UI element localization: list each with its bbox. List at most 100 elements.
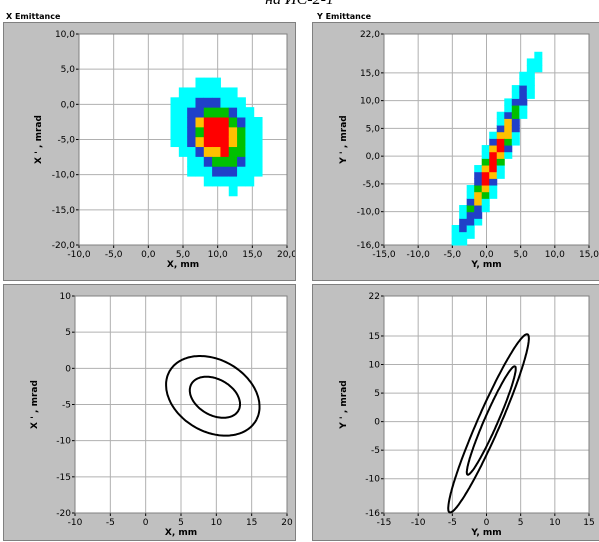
heatmap-cell (489, 171, 498, 179)
x-tick-label: 5,0 (176, 250, 191, 260)
heatmap-cell (187, 166, 196, 177)
x-emittance-title: X Emittance (6, 12, 61, 21)
heatmap-cell (481, 191, 490, 199)
heatmap-cell (237, 156, 246, 167)
heatmap-cell (203, 87, 213, 98)
heatmap-cell (459, 211, 468, 219)
heatmap-cell (228, 107, 238, 118)
heatmap-cell (459, 205, 468, 213)
y-tick-label: 10 (369, 361, 381, 371)
x-tick-label: 5,0 (514, 250, 529, 260)
heatmap-cell (489, 158, 498, 166)
y-tick-label: -16 (365, 509, 380, 519)
heatmap-cell (519, 78, 528, 86)
heatmap-cell (496, 118, 505, 126)
heatmap-cell (212, 146, 221, 157)
heatmap-cell (203, 136, 213, 148)
heatmap-cell (245, 126, 255, 138)
heatmap-cell (195, 156, 205, 167)
heatmap-cell (245, 136, 255, 148)
heatmap-cell (195, 126, 205, 138)
heatmap-cell (220, 166, 230, 177)
x-axis-label: Y, mm (470, 528, 501, 538)
x-tick-label: 15,0 (242, 250, 262, 260)
heatmap-cell (245, 146, 255, 157)
heatmap-cell (474, 171, 483, 179)
x-tick-label: -5,0 (444, 250, 462, 260)
heatmap-cell (511, 138, 520, 146)
heatmap-cell (170, 97, 180, 108)
heatmap-cell (489, 185, 498, 193)
y-tick-label: 22,0 (360, 30, 380, 40)
heatmap-cell (212, 126, 221, 138)
heatmap-cell (195, 166, 205, 177)
heatmap-cell (228, 185, 238, 197)
heatmap-cell (511, 111, 520, 119)
y-tick-label: 22 (369, 292, 380, 302)
heatmap-cell (459, 225, 468, 233)
heatmap-cell (253, 126, 263, 138)
heatmap-cell (459, 238, 468, 246)
heatmap-cell (504, 111, 513, 119)
x-tick-label: 15 (246, 518, 257, 528)
y-axis-label: Y ' , mrad (339, 115, 349, 164)
outer-ellipse (165, 355, 261, 437)
heatmap-cell (489, 138, 498, 146)
y-tick-label: -5 (62, 401, 71, 411)
heatmap-cell (496, 151, 505, 159)
heatmap-cell (195, 116, 205, 128)
heatmap-cell (187, 136, 196, 148)
heatmap-cell (481, 198, 490, 206)
plot-border (78, 33, 288, 246)
heatmap-cell (451, 225, 460, 233)
heatmap-cell (504, 131, 513, 139)
y-tick-label: -5 (371, 446, 380, 456)
page-caption: на ИС-2-1 (0, 0, 599, 9)
heatmap-cell (481, 171, 490, 179)
heatmap-cell (228, 87, 238, 98)
y-tick-label: 5 (374, 389, 380, 399)
y-tick-label: -10,0 (52, 171, 76, 181)
heatmap-cell (178, 136, 188, 148)
heatmap-cell (253, 136, 263, 148)
x-tick-label: 0 (484, 518, 490, 528)
heatmap-cell (474, 211, 483, 219)
y-tick-label: -20 (56, 509, 71, 519)
x-axis-label: X, mm (165, 528, 197, 538)
heatmap-cell (481, 165, 490, 173)
heatmap-cell (466, 198, 475, 206)
heatmap-cell (203, 116, 213, 128)
x-tick-label: 10,0 (208, 250, 228, 260)
x-tick-label: 5 (178, 518, 184, 528)
y-axis-label: X ' , mrad (30, 380, 40, 429)
heatmap-cell (195, 136, 205, 148)
x-tick-label: 0,0 (141, 250, 156, 260)
x-tick-label: 10 (211, 518, 223, 528)
heatmap-cell (534, 51, 543, 59)
heatmap-cell (504, 145, 513, 153)
heatmap-cell (253, 146, 263, 157)
heatmap-cell (504, 138, 513, 146)
heatmap-cell (178, 87, 188, 98)
y-tick-label: 10,0 (55, 30, 75, 40)
heatmap-cell (212, 166, 221, 177)
heatmap-cell (245, 166, 255, 177)
heatmap-cell (489, 131, 498, 139)
y-tick-label: 15 (369, 332, 380, 342)
heatmap-cell (481, 205, 490, 213)
heatmap-cell (187, 87, 196, 98)
plot-border (74, 295, 288, 514)
heatmap-cell (489, 151, 498, 159)
heatmap-cell (519, 111, 528, 119)
x-tick-label: -10 (68, 518, 83, 528)
heatmap-cell (195, 97, 205, 108)
heatmap-cell (459, 231, 468, 239)
heatmap-cell (237, 176, 246, 187)
heatmap-cell (511, 125, 520, 133)
heatmap-cell (212, 136, 221, 148)
x-tick-label: 15,0 (579, 250, 599, 260)
heatmap-cell (212, 176, 221, 187)
heatmap-cell (203, 107, 213, 118)
heatmap-cell (203, 156, 213, 167)
heatmap-cell (466, 191, 475, 199)
